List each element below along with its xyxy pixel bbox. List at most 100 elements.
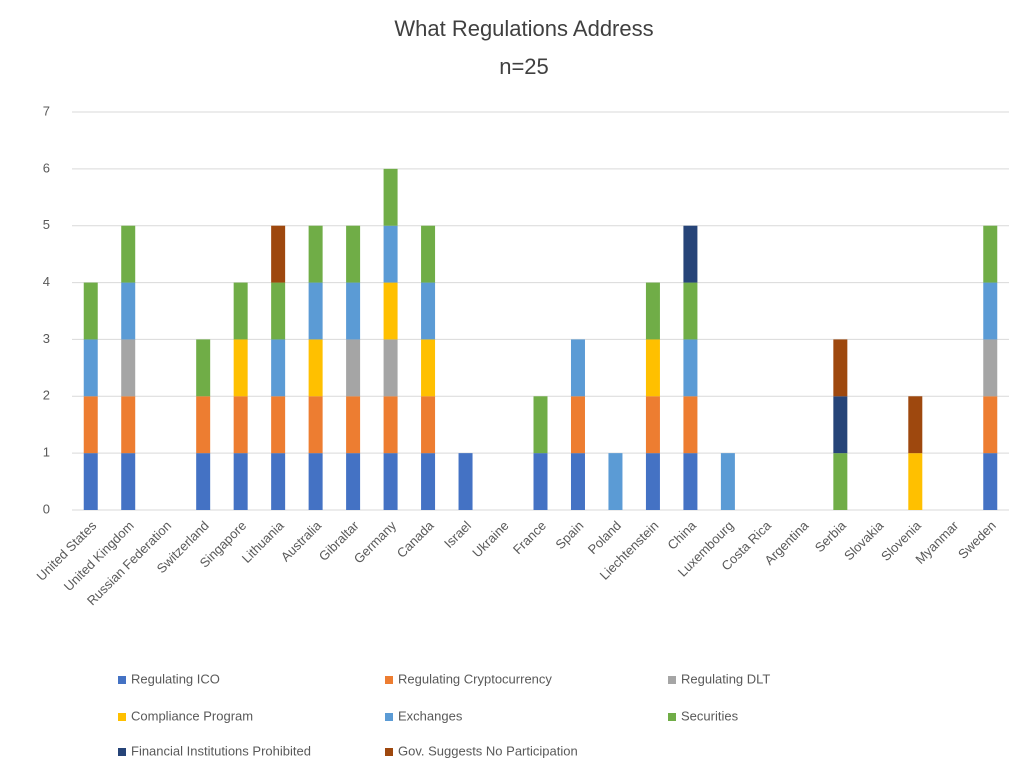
- bar-segment: [196, 396, 211, 454]
- legend-label: Financial Institutions Prohibited: [131, 743, 311, 758]
- bar-segment: [383, 453, 398, 510]
- legend-swatch: [668, 713, 676, 721]
- bar-segment: [83, 453, 98, 510]
- bar-segment: [121, 396, 136, 454]
- bar-segment: [346, 396, 361, 454]
- bar-segment: [383, 282, 398, 340]
- bar-segment: [121, 453, 136, 510]
- legend-label: Securities: [681, 708, 739, 723]
- bar-segment: [383, 168, 398, 226]
- bar-segment: [683, 339, 698, 397]
- bar-segment: [908, 453, 923, 510]
- bar-segment: [570, 339, 585, 397]
- x-tick-label: Spain: [552, 518, 586, 552]
- bar-segment: [645, 339, 660, 397]
- chart-subtitle: n=25: [499, 54, 549, 79]
- bar-segment: [421, 396, 436, 454]
- y-tick-label: 2: [43, 388, 50, 403]
- bar-segment: [720, 453, 735, 510]
- bar-segment: [683, 396, 698, 454]
- bar-segment: [271, 225, 286, 283]
- y-tick-label: 5: [43, 217, 50, 232]
- y-tick-label: 3: [43, 331, 50, 346]
- bar-segment: [421, 282, 436, 340]
- bar-segment: [271, 282, 286, 340]
- x-tick-label: Sweden: [955, 518, 999, 562]
- bar-segment: [346, 339, 361, 397]
- bar-segment: [421, 339, 436, 397]
- bar-segment: [383, 225, 398, 283]
- bar-segment: [983, 339, 998, 397]
- legend-label: Regulating DLT: [681, 671, 770, 686]
- bar-segment: [346, 282, 361, 340]
- bar-segment: [533, 453, 548, 510]
- bar-segment: [346, 453, 361, 510]
- y-tick-label: 1: [43, 445, 50, 460]
- y-tick-label: 4: [43, 274, 50, 289]
- bar-segment: [233, 453, 248, 510]
- bar-segment: [908, 396, 923, 454]
- bar-segment: [645, 282, 660, 340]
- bar-segment: [308, 339, 323, 397]
- legend-swatch: [385, 713, 393, 721]
- bar-segment: [308, 396, 323, 454]
- y-tick-label: 0: [43, 501, 50, 516]
- legend-label: Gov. Suggests No Participation: [398, 743, 578, 758]
- bar-segment: [570, 396, 585, 454]
- bar-segment: [308, 225, 323, 283]
- bar-segment: [233, 339, 248, 397]
- bar-segment: [983, 282, 998, 340]
- bar-segment: [233, 396, 248, 454]
- bar-segment: [645, 453, 660, 510]
- bar-segment: [421, 453, 436, 510]
- legend-label: Regulating ICO: [131, 671, 220, 686]
- bar-segment: [570, 453, 585, 510]
- x-tick-label: France: [510, 518, 549, 557]
- x-tick-label: Australia: [278, 517, 325, 564]
- bar-segment: [383, 396, 398, 454]
- bar-segment: [271, 339, 286, 397]
- bar-segment: [121, 282, 136, 340]
- bar-segment: [83, 282, 98, 340]
- bar-segment: [83, 396, 98, 454]
- bar-segment: [346, 225, 361, 283]
- legend-swatch: [118, 748, 126, 756]
- x-tick-label: Israel: [441, 518, 474, 551]
- bar-segment: [196, 453, 211, 510]
- bar-segment: [833, 453, 848, 510]
- bar-segment: [83, 339, 98, 397]
- legend-swatch: [668, 676, 676, 684]
- bar-segment: [196, 339, 211, 397]
- bar-segment: [121, 339, 136, 397]
- x-tick-label: Canada: [394, 517, 437, 560]
- bar-segment: [533, 396, 548, 454]
- bar-segment: [308, 453, 323, 510]
- y-tick-label: 7: [43, 103, 50, 118]
- legend-swatch: [385, 676, 393, 684]
- x-tick-label: Germany: [351, 518, 400, 567]
- legend-swatch: [385, 748, 393, 756]
- bar-segment: [271, 396, 286, 454]
- bar-segment: [983, 225, 998, 283]
- legend-label: Exchanges: [398, 708, 463, 723]
- bar-segment: [308, 282, 323, 340]
- bar-segment: [233, 282, 248, 340]
- bar-segment: [121, 225, 136, 283]
- bar-segment: [833, 396, 848, 454]
- bar-segment: [421, 225, 436, 283]
- bar-segment: [683, 453, 698, 510]
- legend-swatch: [118, 713, 126, 721]
- x-tick-label: Lithuania: [239, 517, 287, 565]
- bar-segment: [383, 339, 398, 397]
- chart-title: What Regulations Address: [394, 16, 653, 41]
- bar-segment: [683, 225, 698, 283]
- x-tick-label: Ukraine: [469, 518, 511, 560]
- legend-label: Regulating Cryptocurrency: [398, 671, 552, 686]
- bar-segment: [608, 453, 623, 510]
- legend-label: Compliance Program: [131, 708, 253, 723]
- bar-segment: [983, 453, 998, 510]
- bar-segment: [833, 339, 848, 397]
- bar-segment: [645, 396, 660, 454]
- x-tick-label: China: [664, 517, 699, 552]
